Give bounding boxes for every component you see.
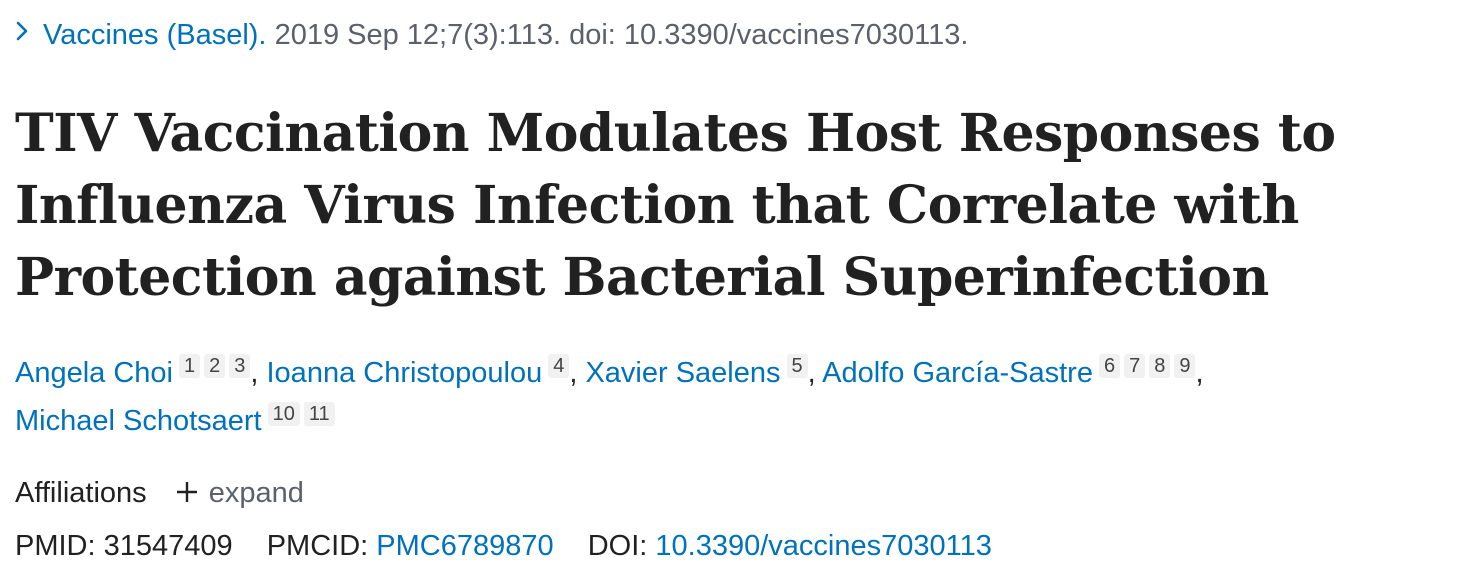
citation-line: Vaccines (Basel). 2019 Sep 12;7(3):113. …	[15, 16, 968, 54]
affiliation-badge[interactable]: 11	[303, 402, 335, 426]
affiliation-badge[interactable]: 7	[1124, 354, 1146, 378]
pmid-value: 31547409	[103, 530, 233, 562]
citation-details: 2019 Sep 12;7(3):113. doi: 10.3390/vacci…	[274, 19, 969, 51]
author-link[interactable]: Adolfo García-Sastre	[822, 357, 1093, 389]
author-separator: ,	[569, 357, 586, 389]
expand-label: expand	[208, 477, 304, 509]
pmcid-label: PMCID:	[266, 530, 369, 562]
affiliation-badge[interactable]: 2	[204, 354, 226, 378]
affiliations-label: Affiliations	[15, 477, 147, 509]
title-line: Influenza Virus Infection that Correlate…	[15, 175, 1299, 236]
pmid-group: PMID: 31547409	[15, 527, 233, 565]
affiliation-badge[interactable]: 8	[1149, 354, 1171, 378]
author-link[interactable]: Xavier Saelens	[585, 357, 781, 389]
pmid-label: PMID:	[15, 530, 96, 562]
doi-label: DOI:	[587, 530, 648, 562]
affiliations-expand-button[interactable]: expand	[175, 474, 304, 514]
author-link[interactable]: Angela Choi	[15, 357, 173, 389]
pmcid-link[interactable]: PMC6789870	[376, 530, 554, 562]
chevron-right-icon[interactable]	[15, 20, 29, 42]
author-link[interactable]: Michael Schotsaert	[15, 405, 262, 437]
journal-link[interactable]: Vaccines (Basel).	[43, 19, 267, 51]
authors-list: Angela Choi 1 2 3, Ioanna Christopoulou 4, X…	[15, 349, 1435, 445]
author-separator: ,	[807, 357, 823, 389]
pmcid-group: PMCID: PMC6789870	[267, 527, 554, 565]
doi-link[interactable]: 10.3390/vaccines7030113	[655, 530, 992, 562]
affiliation-badge[interactable]: 3	[229, 354, 251, 378]
affiliation-badge[interactable]: 4	[548, 354, 570, 378]
plus-icon	[175, 476, 199, 514]
authors-line: Angela Choi 1 2 3, Ioanna Christopoulou 4, X…	[15, 349, 1435, 397]
author-separator: ,	[250, 357, 267, 389]
title-line: TIV Vaccination Modulates Host Responses…	[15, 103, 1336, 164]
author-link[interactable]: Ioanna Christopoulou	[266, 357, 543, 389]
article-title: TIV Vaccination Modulates Host Responses…	[15, 98, 1415, 314]
affiliations-section: Affiliations expand	[15, 474, 304, 514]
title-line: Protection against Bacterial Superinfect…	[15, 247, 1269, 308]
authors-line: Michael Schotsaert 10 11	[15, 397, 1435, 445]
affiliation-badge[interactable]: 10	[267, 402, 300, 426]
affiliation-badge[interactable]: 9	[1174, 354, 1196, 378]
author-separator: ,	[1195, 357, 1204, 389]
affiliation-badge[interactable]: 6	[1098, 354, 1121, 378]
affiliation-badge[interactable]: 5	[786, 354, 808, 378]
identifiers-row: PMID: 31547409 PMCID: PMC6789870 DOI: 10…	[15, 527, 1018, 565]
affiliation-badge[interactable]: 1	[179, 354, 201, 378]
doi-group: DOI: 10.3390/vaccines7030113	[588, 527, 992, 565]
